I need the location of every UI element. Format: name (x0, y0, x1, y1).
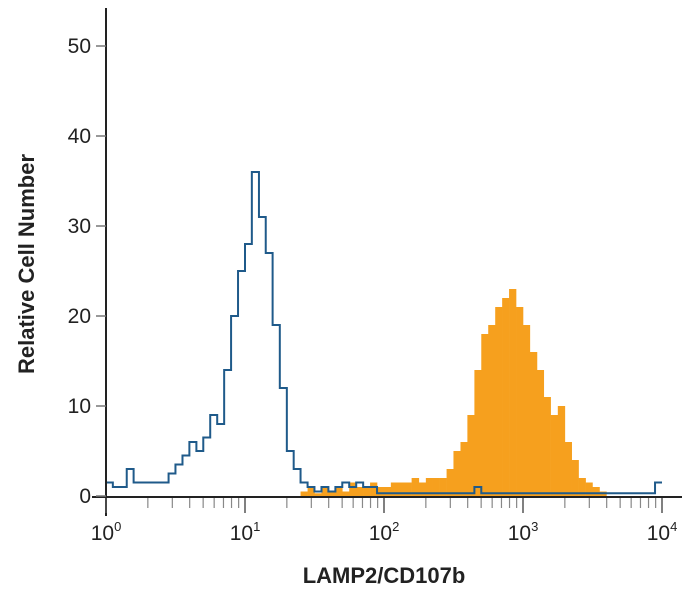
x-axis-title: LAMP2/CD107b (303, 563, 466, 588)
x-tick-label: 104 (647, 519, 678, 545)
histogram-bar (495, 307, 503, 496)
axes: 0 10 20 30 40 50 100 101 102 103 104 (68, 8, 682, 545)
histogram-bar (425, 478, 433, 496)
histogram-bar (349, 482, 357, 496)
filled-histogram (300, 289, 607, 496)
plot-area (106, 171, 662, 496)
y-tick-label: 20 (68, 305, 91, 328)
x-tick-label: 103 (508, 519, 539, 545)
histogram-bar (356, 487, 364, 496)
histogram-bar (460, 442, 468, 496)
histogram-bar (300, 491, 308, 496)
histogram-bar (509, 289, 517, 496)
histogram-bar (557, 406, 566, 496)
histogram-bar (418, 482, 427, 496)
histogram-bar (488, 325, 496, 496)
histogram-bar (481, 334, 489, 496)
y-tick-label: 50 (68, 35, 91, 58)
histogram-bar (377, 487, 385, 496)
histogram-bar (502, 298, 510, 496)
histogram-bar (474, 370, 482, 496)
histogram-bar (384, 487, 392, 496)
histogram-outline (106, 171, 662, 495)
y-tick-label: 10 (68, 395, 91, 418)
histogram-bar (397, 482, 406, 496)
histogram-bar (516, 307, 524, 496)
histogram-bar (550, 415, 559, 496)
histogram-bar (523, 325, 531, 496)
histogram-bar (321, 487, 329, 496)
histogram-bar (439, 478, 447, 496)
histogram-bar (432, 478, 440, 496)
histogram-bar (453, 451, 461, 496)
histogram-bar (467, 415, 475, 496)
x-tick-label: 102 (369, 519, 400, 545)
histogram-bar (390, 482, 399, 496)
histogram-bar (307, 487, 315, 496)
histogram-bar (335, 487, 343, 496)
outline-histogram (106, 171, 662, 495)
y-axis-title: Relative Cell Number (14, 154, 39, 375)
y-tick-label: 0 (79, 485, 91, 508)
histogram-bar (529, 352, 538, 496)
x-tick-label: 100 (91, 519, 122, 545)
histogram-bar (342, 491, 350, 496)
histogram-bar (571, 460, 579, 496)
histogram-bar (446, 469, 454, 496)
y-tick-label: 30 (68, 215, 91, 238)
y-tick-label: 40 (68, 125, 91, 148)
histogram-bar (564, 442, 572, 496)
histogram-bar (543, 397, 551, 496)
histogram-bar (404, 482, 412, 496)
histogram-bar (585, 482, 593, 496)
histogram-bar (592, 487, 600, 496)
x-tick-label: 101 (230, 519, 261, 545)
histogram-bar (536, 370, 545, 496)
histogram-bar (578, 478, 586, 496)
histogram-bar (363, 487, 371, 496)
histogram-bar (411, 478, 420, 496)
histogram-bar (370, 482, 378, 496)
histogram-bar (328, 491, 336, 496)
histogram-bar (314, 493, 322, 496)
